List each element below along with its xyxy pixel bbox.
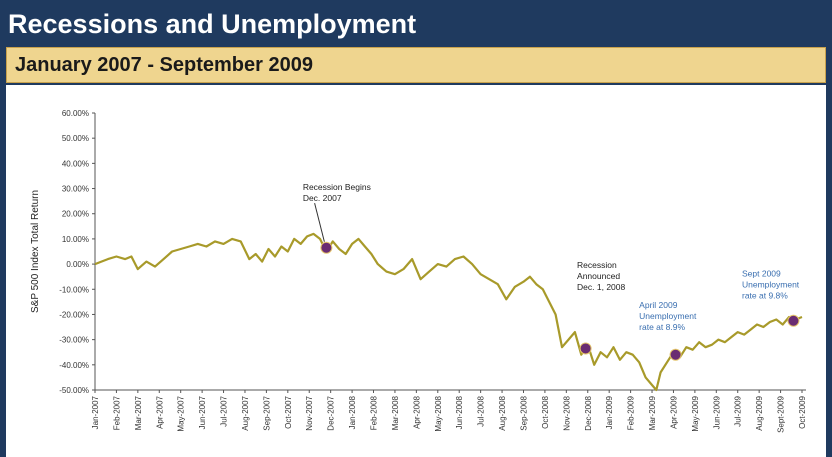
annotation-text: Sept 2009 [742,269,781,279]
x-tick-label: Jul-2008 [477,395,486,426]
annotation-text: rate at 8.9% [639,322,685,332]
annotation-text: Dec. 2007 [303,193,342,203]
annotation-text: rate at 9.8% [742,291,788,301]
y-tick-label: 10.00% [62,235,89,244]
page-subtitle: January 2007 - September 2009 [15,54,313,76]
x-tick-label: Feb-2008 [370,395,379,430]
x-tick-label: Nov-2007 [305,395,314,430]
event-marker [320,241,333,254]
x-tick-label: Jun-2008 [455,395,464,429]
x-tick-label: Feb-2009 [627,395,636,430]
event-marker [669,348,682,361]
y-tick-label: 30.00% [62,185,89,194]
x-tick-label: Jul-2007 [220,395,229,426]
x-tick-label: Feb-2007 [112,395,121,430]
x-tick-label: Mar-2008 [391,395,400,430]
y-tick-label: 20.00% [62,210,89,219]
line-chart: 60.00% 50.00% 40.00% 30.00% 20.00% 10.00% 0.00… [30,109,807,433]
subtitle-bar: January 2007 - September 2009 [6,47,826,83]
x-tick-label: Apr-2008 [412,395,421,428]
event-marker [579,342,592,355]
x-tick-label: Dec-2008 [584,395,593,430]
y-axis-label: S&P 500 Index Total Return [30,190,41,313]
series-line [94,232,803,392]
annotation-text: Recession Begins [303,182,371,192]
x-tick-label: Jun-2007 [198,395,207,429]
x-tick-label: Sep-2008 [519,395,528,430]
x-tick-label: Oct-2008 [541,395,550,428]
x-tick-label: May-2008 [434,395,443,431]
annotation-text: Dec. 1, 2008 [577,282,625,292]
x-tick-label: Apr-2009 [669,395,678,428]
x-tick-label: Mar-2009 [648,395,657,430]
x-tick-label: Jul-2009 [734,395,743,426]
x-tick-label: Jun-2009 [712,395,721,429]
page-title: Recessions and Unemployment [8,9,417,39]
event-marker [787,314,800,327]
x-tick-label: Aug-2008 [498,395,507,430]
x-tick-label: Jan-2008 [348,395,357,429]
x-tick-label: Oct-2007 [284,395,293,428]
x-tick-label: May-2007 [177,395,186,431]
x-tick-label: Aug-2009 [755,395,764,430]
chart-panel: 60.00% 50.00% 40.00% 30.00% 20.00% 10.00% 0.00… [6,85,826,457]
x-tick-label: Sep-2007 [262,395,271,430]
y-tick-label: 40.00% [62,159,89,168]
y-tick-label: -10.00% [59,285,89,294]
y-tick-label: -40.00% [59,361,89,370]
x-tick-label: Dec-2007 [327,395,336,430]
y-tick-label: 0.00% [66,260,89,269]
y-tick-label: -30.00% [59,336,89,345]
y-tick-label: 50.00% [62,134,89,143]
annotation-leader [314,203,325,242]
annotation-text: April 2009 [639,300,678,310]
annotation-text: Unemployment [742,280,800,290]
x-tick-label: Apr-2007 [155,395,164,428]
y-tick-label: -50.00% [59,386,89,395]
annotation-text: Recession [577,260,617,270]
annotation-text: Announced [577,271,620,281]
x-tick-label: Oct-2009 [798,395,807,428]
x-tick-label: Sept-2009 [777,395,786,432]
x-tick-label: Aug-2007 [241,395,250,430]
x-tick-label: Jan-2009 [605,395,614,429]
annotation-text: Unemployment [639,311,697,321]
x-tick-label: Mar-2007 [134,395,143,430]
y-tick-label: -20.00% [59,310,89,319]
x-tick-label: May-2009 [691,395,700,431]
y-tick-label: 60.00% [62,109,89,118]
x-tick-label: Nov-2008 [562,395,571,430]
x-tick-label: Jan-2007 [91,395,100,429]
